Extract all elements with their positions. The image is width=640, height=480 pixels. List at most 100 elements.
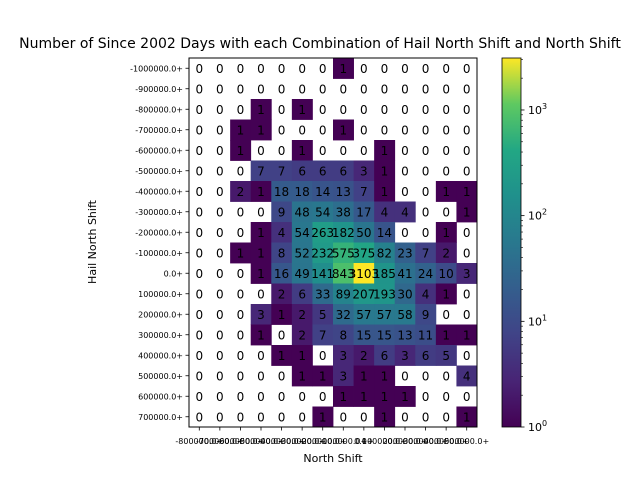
cell-value-label: 0 — [298, 123, 306, 137]
colorbar-tick-label: 101 — [528, 313, 547, 328]
cell-value-label: 0 — [422, 226, 430, 240]
cell-value-label: 4 — [463, 369, 471, 383]
heatmap-cell — [353, 242, 375, 264]
heatmap-cell — [456, 263, 478, 284]
cell-value-label: 0 — [237, 267, 245, 281]
heatmap-cell — [312, 201, 334, 223]
cell-value-label: 0 — [216, 144, 224, 158]
cell-value-label: 182 — [332, 226, 355, 240]
x-tick-label: -200000.0+ — [299, 437, 347, 446]
x-tick-label: 400000.0+ — [424, 437, 469, 446]
cell-value-label: 0 — [195, 369, 203, 383]
cell-value-label: 0 — [463, 308, 471, 322]
cell-value-label: 0 — [360, 123, 368, 137]
colorbar-tick-label: 102 — [528, 208, 547, 223]
heatmap-cell — [353, 324, 375, 346]
cell-value-label: 0 — [463, 390, 471, 404]
heatmap-cell — [291, 99, 313, 120]
cell-value-label: 0 — [319, 144, 327, 158]
heatmap-cell — [435, 242, 457, 264]
cell-value-label: 0 — [237, 226, 245, 240]
heatmap-cell — [333, 304, 354, 325]
cell-value-label: 4 — [278, 226, 286, 240]
cell-value-label: 0 — [237, 328, 245, 342]
heatmap-cell — [333, 283, 354, 305]
cell-value-label: 0 — [463, 103, 471, 117]
cell-value-label: 0 — [381, 82, 389, 96]
cell-value-label: 263 — [311, 226, 334, 240]
x-tick-label: 100000.0+ — [362, 437, 407, 446]
cell-value-label: 0 — [401, 185, 409, 199]
heatmap-cell — [456, 324, 478, 346]
cell-value-label: 0 — [360, 144, 368, 158]
cell-value-label: 0 — [442, 308, 450, 322]
cell-value-label: 0 — [463, 246, 471, 260]
cell-value-label: 57 — [356, 308, 371, 322]
cell-value-label: 6 — [298, 287, 306, 301]
cell-value-label: 0 — [216, 328, 224, 342]
colorbar: 100 101 102 103 — [501, 57, 547, 434]
y-tick-label: 200000.0+ — [138, 310, 183, 319]
cell-value-label: 3103 — [349, 267, 380, 281]
cell-value-label: 0 — [216, 287, 224, 301]
cell-value-label: 1 — [339, 62, 347, 76]
y-tick-label: -200000.0+ — [135, 228, 183, 237]
cell-value-label: 0 — [401, 103, 409, 117]
cell-value-label: 54 — [295, 226, 310, 240]
cell-value-label: 89 — [336, 287, 351, 301]
heatmap-cell — [435, 222, 457, 243]
cell-value-label: 0 — [216, 164, 224, 178]
cell-value-label: 0 — [278, 390, 286, 404]
cell-value-label: 0 — [319, 349, 327, 363]
heatmap-cell — [250, 160, 272, 182]
cell-value-label: 5 — [442, 349, 450, 363]
cell-value-label: 14 — [377, 226, 392, 240]
cell-value-label: 2 — [298, 328, 306, 342]
cell-value-label: 0 — [422, 164, 430, 178]
cell-value-label: 1 — [298, 144, 306, 158]
heatmap-cell — [271, 263, 293, 284]
cell-value-label: 6 — [319, 164, 327, 178]
y-tick-label: -800000.0+ — [135, 105, 183, 114]
heatmap-cell — [271, 222, 293, 243]
cell-value-label: 185 — [373, 267, 396, 281]
cell-value-label: 0 — [422, 123, 430, 137]
heatmap-cell — [291, 222, 313, 243]
cell-value-label: 2 — [278, 287, 286, 301]
cell-value-label: 15 — [356, 328, 371, 342]
cell-value-label: 54 — [315, 205, 330, 219]
cell-value-label: 0 — [339, 82, 347, 96]
heatmap-cell — [250, 263, 272, 284]
cell-value-label: 0 — [442, 410, 450, 424]
cell-value-label: 1 — [298, 369, 306, 383]
cell-value-label: 0 — [216, 205, 224, 219]
cell-value-label: 0 — [401, 123, 409, 137]
cell-value-label: 0 — [195, 123, 203, 137]
cell-value-label: 0 — [278, 369, 286, 383]
heatmap-cell — [333, 201, 354, 223]
cell-value-label: 1 — [463, 185, 471, 199]
cell-value-label: 0 — [216, 410, 224, 424]
heatmap-cell — [415, 345, 437, 366]
y-tick-label: -900000.0+ — [135, 85, 183, 94]
heatmap-cell — [291, 242, 313, 264]
heatmap-cell — [291, 160, 313, 182]
cell-value-label: 0 — [298, 62, 306, 76]
cell-value-label: 1 — [319, 410, 327, 424]
heatmap-cell — [456, 365, 478, 387]
heatmap-cell — [394, 304, 416, 325]
y-tick-label: -700000.0+ — [135, 126, 183, 135]
cell-value-label: 0 — [257, 144, 265, 158]
x-tick-label: -800000.0+ — [175, 437, 223, 446]
heatmap-cell — [415, 263, 437, 284]
heatmap-cell — [333, 345, 354, 366]
cell-value-label: 2 — [298, 308, 306, 322]
cell-value-label: 41 — [397, 267, 412, 281]
heatmap-cell — [271, 242, 293, 264]
cell-value-label: 7 — [278, 164, 286, 178]
cell-value-label: 0 — [360, 62, 368, 76]
y-tick-label: 600000.0+ — [138, 392, 183, 401]
y-tick-label: 100000.0+ — [138, 290, 183, 299]
heatmap-cell — [271, 181, 293, 202]
cell-value-label: 0 — [360, 103, 368, 117]
